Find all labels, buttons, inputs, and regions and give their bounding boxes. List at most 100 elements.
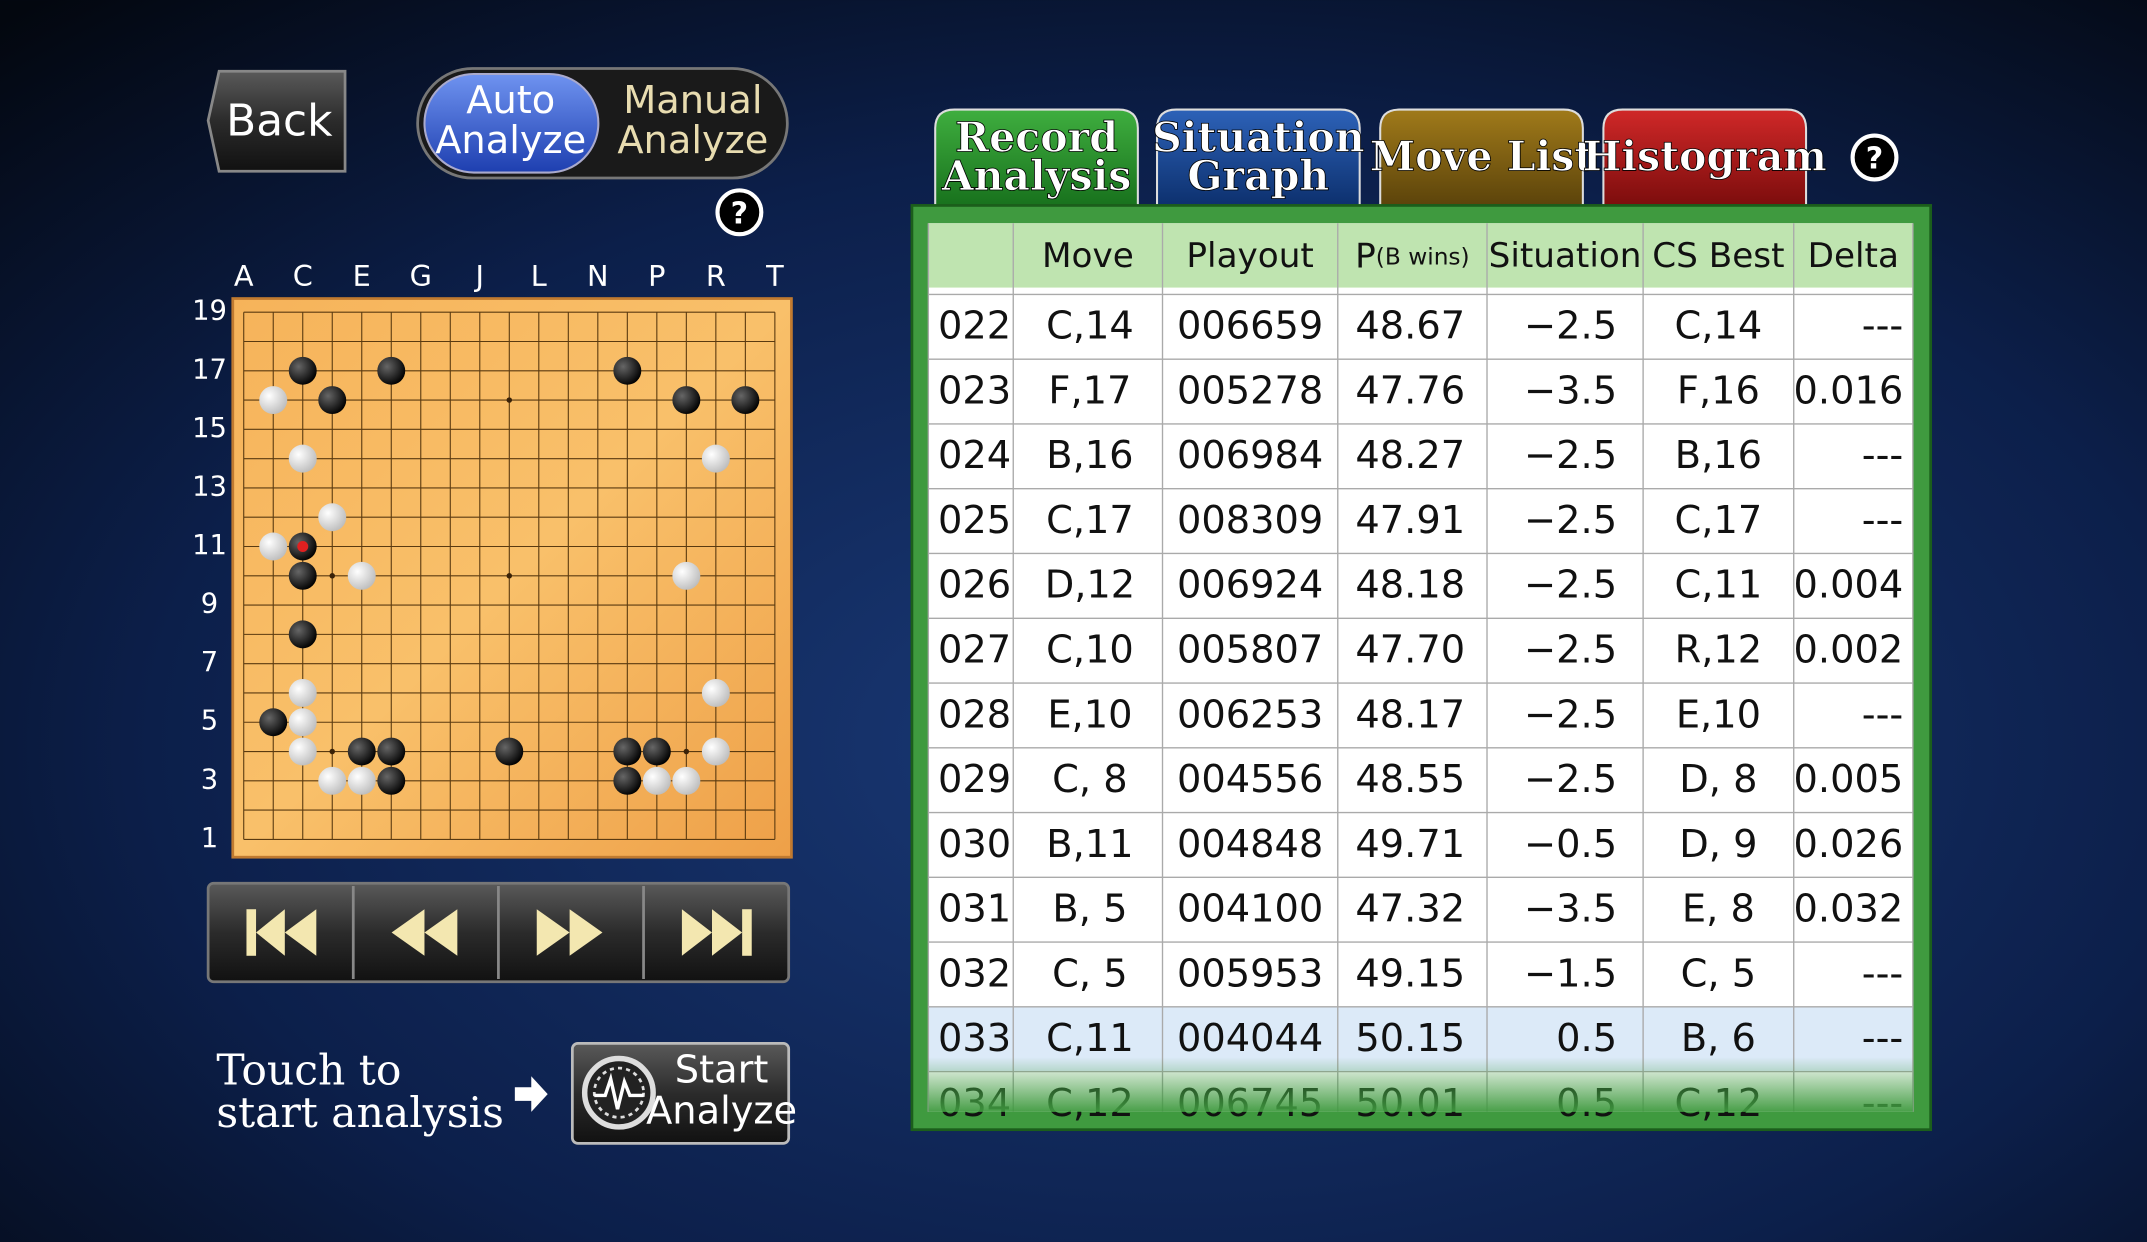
black-stone <box>377 737 406 766</box>
table-cell: B, 6 <box>1681 1016 1756 1061</box>
table-row[interactable]: 023 F,17 005278 47.76 −3.5 F,16 0.016 <box>928 358 1913 413</box>
column-header: Delta <box>1808 236 1899 276</box>
table-cell: 023 <box>938 368 1011 413</box>
table-cell: −3.5 <box>1524 887 1617 932</box>
help-button[interactable]: ? <box>1850 133 1899 182</box>
column-header: Situation <box>1489 236 1642 276</box>
table-row[interactable]: 022 C,14 006659 48.67 −2.5 C,14 --- <box>928 293 1913 349</box>
previous-button[interactable] <box>391 909 458 956</box>
tab-shape <box>1602 108 1808 210</box>
table-row[interactable]: 028 E,10 006253 48.17 −2.5 E,10 --- <box>928 682 1913 737</box>
black-stone <box>259 708 288 737</box>
white-stone <box>642 766 671 795</box>
help-label: ? <box>731 197 748 232</box>
white-stone <box>259 386 288 415</box>
go-board <box>231 297 793 859</box>
black-stone <box>731 386 760 415</box>
table-cell: R,12 <box>1675 628 1763 673</box>
table-row[interactable]: 031 B, 5 004100 47.32 −3.5 E, 8 0.032 <box>928 876 1913 932</box>
header-row <box>928 223 1913 288</box>
scroll-fade <box>928 1057 1913 1112</box>
toggle-selected <box>423 72 600 174</box>
table-cell: F,16 <box>1677 368 1760 413</box>
white-stone <box>347 766 376 795</box>
table-cell: C,11 <box>1675 563 1763 608</box>
auto-analyze-button[interactable]: Auto Analyze <box>423 72 600 174</box>
tab[interactable]: Histogram <box>1582 108 1827 210</box>
white-stone <box>701 444 730 473</box>
last-move-button[interactable] <box>681 909 752 956</box>
table-cell: −2.5 <box>1524 433 1617 478</box>
analysis-table: Move Playout P(B wins) Situation CS Best Delt… <box>927 223 1914 1126</box>
tab-shape <box>1155 108 1361 210</box>
table-body <box>928 223 1913 1112</box>
button-label: Analyze <box>646 1089 797 1134</box>
column-label: T <box>765 259 784 293</box>
white-stone <box>288 708 317 737</box>
table-cell: B, 5 <box>1052 887 1127 932</box>
row-label: 7 <box>201 647 218 678</box>
black-stone <box>613 766 642 795</box>
table-row[interactable]: 027 C,10 005807 47.70 −2.5 R,12 0.002 <box>928 617 1913 673</box>
black-stone <box>347 737 376 766</box>
table-cell: −0.5 <box>1524 822 1617 867</box>
first-move-button[interactable] <box>246 909 317 956</box>
table-cell: 47.32 <box>1355 887 1465 932</box>
table-cell: C,14 <box>1046 304 1134 349</box>
white-stone <box>259 532 288 561</box>
table-cell: 022 <box>938 304 1011 349</box>
table-cell: 005953 <box>1177 951 1323 996</box>
icon <box>742 909 752 956</box>
table-cell: C, 8 <box>1052 757 1128 802</box>
table-cell: 49.15 <box>1355 951 1465 996</box>
hint-text: Touch to <box>216 1047 401 1096</box>
table-cell: −2.5 <box>1524 757 1617 802</box>
black-stone <box>288 356 317 385</box>
table-cell: 008309 <box>1177 498 1323 543</box>
table-cell: 48.17 <box>1355 692 1465 737</box>
board-surface <box>231 297 793 859</box>
next-button[interactable] <box>536 909 603 956</box>
help-button[interactable]: ? <box>715 188 764 237</box>
icon <box>424 909 458 956</box>
header-sub: (B wins) <box>1376 243 1470 270</box>
table-cell: −2.5 <box>1524 498 1617 543</box>
help-circle <box>715 188 764 237</box>
back-button[interactable]: Back <box>206 69 347 173</box>
table-row[interactable]: 025 C,17 008309 47.91 −2.5 C,17 --- <box>928 488 1913 543</box>
table-cell: --- <box>1862 498 1904 543</box>
start-analyze-button[interactable]: Start Analyze <box>570 1042 797 1145</box>
table-cell: B,16 <box>1675 433 1762 478</box>
table-cell: 47.91 <box>1355 498 1465 543</box>
table-row[interactable]: 024 B,16 006984 48.27 −2.5 B,16 --- <box>928 423 1913 478</box>
manual-analyze-button[interactable]: Manual Analyze <box>617 78 768 163</box>
table-row[interactable]: 029 C, 8 004556 48.55 −2.5 D, 8 0.005 <box>928 747 1913 802</box>
table-cell: --- <box>1862 304 1904 349</box>
column-label: L <box>531 259 547 293</box>
table-cell: C, 5 <box>1681 951 1757 996</box>
tab[interactable]: Move List <box>1369 108 1594 210</box>
row-label: 19 <box>192 296 227 327</box>
white-stone <box>347 561 376 590</box>
tab-label: Histogram <box>1583 132 1827 181</box>
table-cell: 006659 <box>1177 304 1323 349</box>
star-point <box>329 573 335 579</box>
icon <box>256 909 285 956</box>
table-cell: −2.5 <box>1524 692 1617 737</box>
analyze-mode-toggle: Auto Analyze Manual Analyze <box>416 67 789 180</box>
table-row[interactable]: 026 D,12 006924 48.18 −2.5 C,11 0.004 <box>928 552 1913 608</box>
icon <box>536 909 570 956</box>
toggle-label: Analyze <box>435 118 586 163</box>
table-row[interactable]: 030 B,11 004848 49.71 −0.5 D, 9 0.026 <box>928 811 1913 867</box>
column-header: Playout <box>1186 236 1313 276</box>
table-cell: 028 <box>938 692 1011 737</box>
hint-arrow <box>514 1076 548 1112</box>
table-row[interactable]: 032 C, 5 005953 49.15 −1.5 C, 5 --- <box>928 941 1913 996</box>
table-cell: 0.004 <box>1794 563 1904 608</box>
last-move-marker <box>297 541 309 552</box>
white-stone <box>701 737 730 766</box>
table-cell: 0.026 <box>1794 822 1904 867</box>
